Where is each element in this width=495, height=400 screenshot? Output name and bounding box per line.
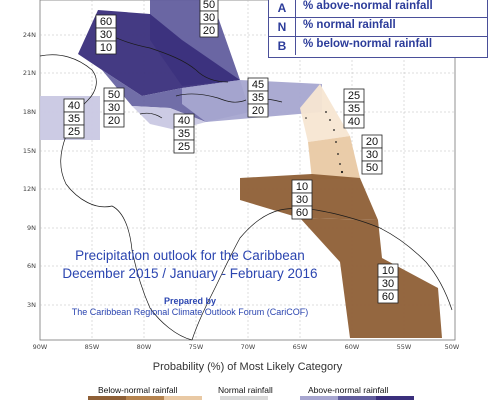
swatch-above-light — [300, 396, 338, 400]
svg-text:25: 25 — [348, 90, 360, 102]
lon-label: 55W — [397, 343, 412, 351]
svg-text:60: 60 — [296, 207, 308, 219]
svg-text:20: 20 — [108, 115, 120, 127]
svg-text:60: 60 — [382, 291, 394, 303]
svg-text:45: 45 — [252, 79, 264, 91]
svg-text:30: 30 — [382, 278, 394, 290]
legend-key-n: N — [269, 18, 296, 36]
lon-label: 50W — [445, 343, 460, 351]
lon-label: 90W — [33, 343, 48, 351]
small-islands — [305, 111, 344, 174]
legend-label-b: % below-normal rainfall — [303, 38, 433, 50]
prob-box-bahamas-cuba: 60 30 10 — [95, 14, 117, 55]
prob-box-windward-islands: 20 30 50 — [361, 134, 383, 175]
lon-label: 75W — [189, 343, 204, 351]
prepared-by: Prepared by — [163, 296, 217, 306]
lon-label: 80W — [137, 343, 152, 351]
svg-text:35: 35 — [252, 92, 264, 104]
lat-label: 24N — [23, 31, 36, 39]
lat-label: 18N — [23, 108, 36, 116]
prob-box-puerto-rico: 45 35 20 — [247, 77, 269, 118]
svg-text:30: 30 — [203, 12, 215, 24]
svg-text:50: 50 — [366, 162, 378, 174]
category-above-label: Above-normal rainfall — [308, 385, 389, 395]
legend-key-b: B — [269, 37, 296, 55]
category-below-label: Below-normal rainfall — [98, 385, 178, 395]
lat-label: 9N — [27, 224, 36, 232]
swatch-above-medium — [338, 396, 376, 400]
svg-text:25: 25 — [68, 126, 80, 138]
svg-text:50: 50 — [203, 0, 215, 11]
lat-label: 3N — [27, 301, 36, 309]
svg-text:30: 30 — [100, 29, 112, 41]
longitude-labels: 90W 85W 80W 75W 70W 65W 60W 55W 50W — [33, 343, 460, 351]
region-leeward-islands — [300, 84, 350, 142]
lat-label: 15N — [23, 147, 36, 155]
category-normal-label: Normal rainfall — [218, 385, 273, 395]
lat-label: 21N — [23, 69, 36, 77]
legend-label-a: % above-normal rainfall — [303, 0, 433, 12]
svg-text:35: 35 — [348, 103, 360, 115]
svg-text:35: 35 — [178, 128, 190, 140]
lon-label: 70W — [241, 343, 256, 351]
legend-label-n: % normal rainfall — [303, 19, 396, 31]
svg-text:30: 30 — [296, 194, 308, 206]
svg-text:40: 40 — [68, 100, 80, 112]
svg-text:20: 20 — [203, 25, 215, 37]
svg-text:40: 40 — [178, 115, 190, 127]
legend-below-normal: B % below-normal rainfall — [268, 36, 488, 58]
region-guianas — [300, 218, 442, 338]
svg-text:30: 30 — [366, 149, 378, 161]
lon-label: 65W — [293, 343, 308, 351]
svg-text:25: 25 — [178, 141, 190, 153]
svg-text:40: 40 — [348, 116, 360, 128]
swatch-below-medium — [126, 396, 164, 400]
prob-box-central-caribbean: 50 30 20 — [103, 87, 125, 128]
map-title-line1: Precipitation outlook for the Caribbean — [75, 248, 305, 263]
lat-label: 12N — [23, 185, 36, 193]
swatch-normal — [220, 396, 268, 400]
lat-label: 6N — [27, 262, 36, 270]
svg-text:10: 10 — [100, 42, 112, 54]
forum-credit: The Caribbean Regional Climate Outlook F… — [71, 307, 309, 317]
svg-text:10: 10 — [382, 265, 394, 277]
svg-text:20: 20 — [252, 105, 264, 117]
legend-key-a: A — [269, 0, 296, 17]
svg-text:10: 10 — [296, 181, 308, 193]
swatch-above-dark — [376, 396, 414, 400]
svg-text:35: 35 — [68, 113, 80, 125]
swatch-below-light — [164, 396, 202, 400]
lon-label: 60W — [345, 343, 360, 351]
latitude-labels: 24N 21N 18N 15N 12N 9N 6N 3N — [23, 31, 36, 309]
swatch-below-dark — [88, 396, 126, 400]
region-windward-islands — [308, 136, 360, 180]
svg-text:20: 20 — [366, 136, 378, 148]
prob-box-jamaica-south: 40 35 25 — [173, 113, 195, 154]
probability-title: Probability (%) of Most Likely Category — [152, 361, 343, 373]
svg-text:50: 50 — [108, 89, 120, 101]
prob-box-guianas: 10 30 60 — [377, 263, 399, 304]
map-title-line2: December 2015 / January - February 2016 — [62, 266, 318, 281]
lon-label: 85W — [85, 343, 100, 351]
svg-text:30: 30 — [108, 102, 120, 114]
prob-box-leeward-islands: 25 35 40 — [343, 88, 365, 129]
svg-text:60: 60 — [100, 16, 112, 28]
region-bahamas-cuba — [78, 10, 240, 96]
prob-box-north-top: 50 30 20 — [199, 0, 219, 38]
prob-box-trinidad-venezuela: 10 30 60 — [291, 179, 313, 220]
prob-box-belize-honduras: 40 35 25 — [63, 98, 85, 139]
